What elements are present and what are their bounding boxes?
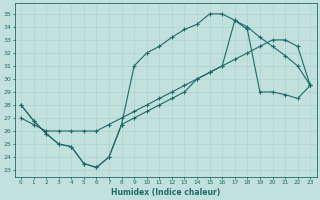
X-axis label: Humidex (Indice chaleur): Humidex (Indice chaleur) [111,188,220,197]
